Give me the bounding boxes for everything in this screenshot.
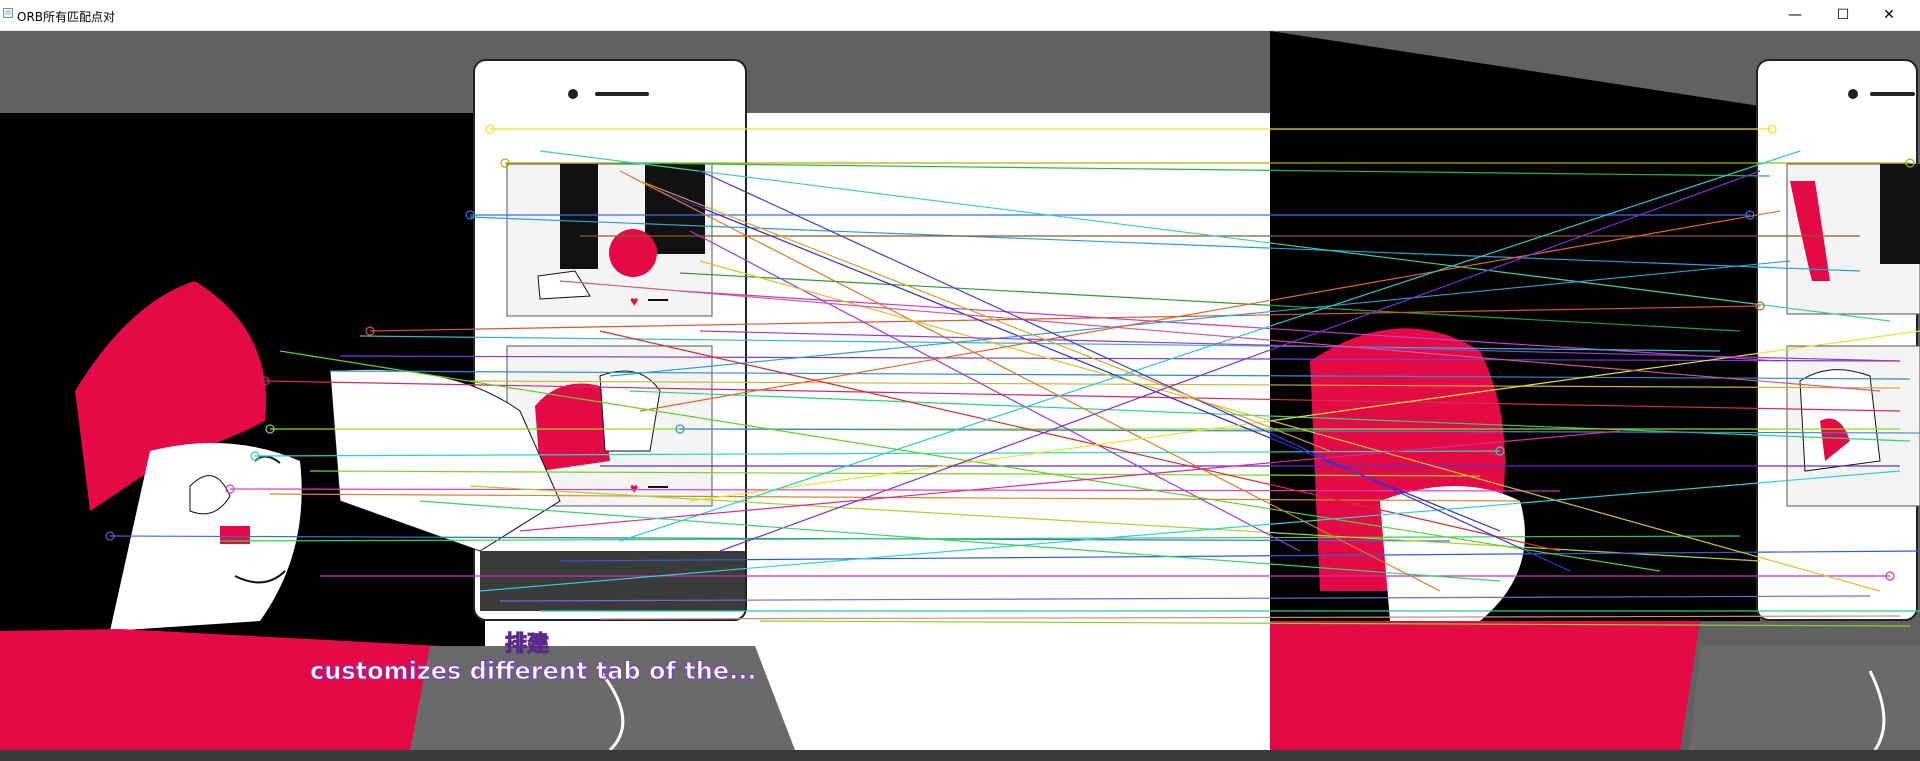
match-lines xyxy=(109,128,1920,627)
window-title: ORB所有匹配点对 xyxy=(17,10,116,24)
title-bar[interactable]: ORB所有匹配点对 — ☐ ✕ xyxy=(0,0,1920,31)
maximize-icon: ☐ xyxy=(1836,7,1850,23)
minimize-button[interactable]: — xyxy=(1772,0,1818,30)
orb-match-image: ♥ ♥ xyxy=(0,31,1920,750)
app-icon xyxy=(3,8,13,18)
svg-text:♥: ♥ xyxy=(630,293,638,309)
close-button[interactable]: ✕ xyxy=(1866,0,1912,30)
left-image: ♥ ♥ xyxy=(0,31,1270,750)
right-image xyxy=(1270,31,1920,750)
bottom-strip xyxy=(0,750,1920,761)
overlay-en-text: customizes different tab of the... xyxy=(310,657,757,685)
maximize-button[interactable]: ☐ xyxy=(1820,0,1866,30)
image-canvas[interactable]: ♥ ♥ xyxy=(0,31,1920,750)
overlay-cn-text: 排建 xyxy=(505,632,549,657)
minimize-icon: — xyxy=(1788,7,1802,23)
close-icon: ✕ xyxy=(1883,7,1895,23)
svg-text:♥: ♥ xyxy=(630,480,638,496)
keypoints xyxy=(105,124,1915,581)
